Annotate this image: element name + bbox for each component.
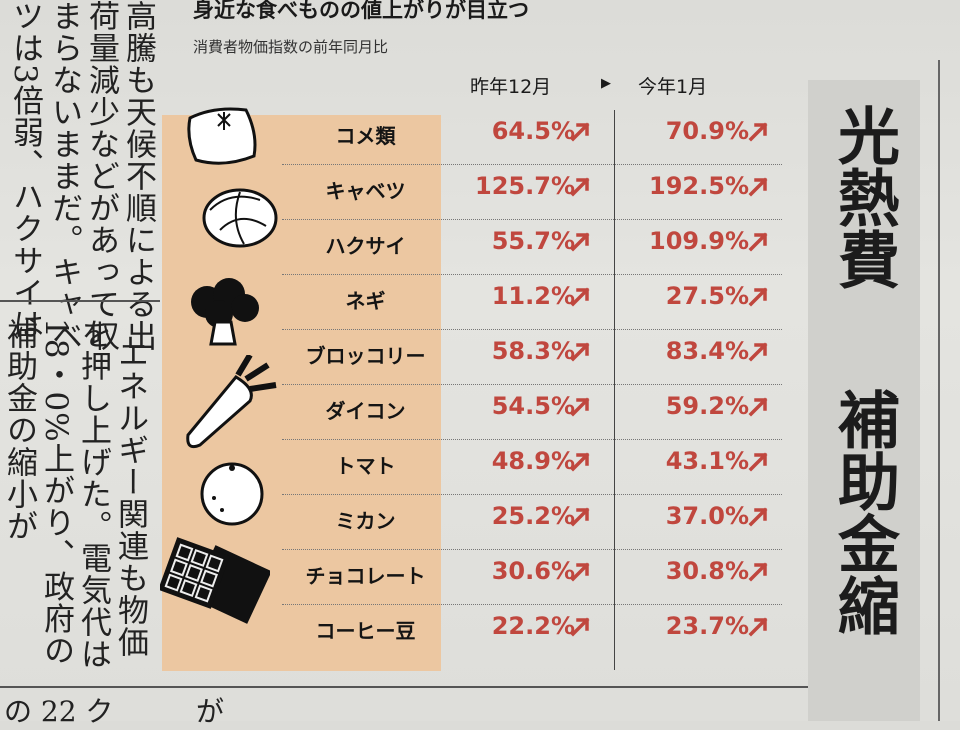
up-arrow-icon xyxy=(570,615,592,637)
table-row: キャベツ 125.7% 192.5% xyxy=(282,165,782,220)
table-row: トマト 48.9% 43.1% xyxy=(282,440,782,495)
table-row: チョコレート 30.6% 30.8% xyxy=(282,550,782,605)
up-arrow-icon xyxy=(748,285,770,307)
chart-title: 身近な食べものの値上がりが目立つ xyxy=(193,0,529,22)
cabbage-icon xyxy=(202,188,278,248)
value-dec: 48.9% xyxy=(491,447,575,475)
article-line: 18・0%上がり、政府の xyxy=(38,318,74,667)
article-line: ツは3倍弱、ハクサイは xyxy=(7,0,43,341)
value-dec: 55.7% xyxy=(491,227,575,255)
column-divider xyxy=(938,60,940,721)
table-row: ブロッコリー 58.3% 83.4% xyxy=(282,330,782,385)
up-arrow-icon xyxy=(748,230,770,252)
up-arrow-icon xyxy=(570,505,592,527)
headline-block: 光熱費 xyxy=(808,80,920,721)
bottom-divider xyxy=(0,686,808,688)
row-divider xyxy=(282,329,782,330)
row-divider xyxy=(282,494,782,495)
value-dec: 25.2% xyxy=(491,502,575,530)
up-arrow-icon xyxy=(748,120,770,142)
headline-block-lower: 補助金縮 xyxy=(808,380,920,721)
item-label: ハクサイ xyxy=(325,234,406,258)
up-arrow-icon xyxy=(570,395,592,417)
up-arrow-icon xyxy=(748,175,770,197)
value-dec: 30.6% xyxy=(491,557,575,585)
table-row: コーヒー豆 22.2% 23.7% xyxy=(282,605,782,660)
up-arrow-icon xyxy=(570,285,592,307)
row-divider xyxy=(282,604,782,605)
row-divider xyxy=(282,164,782,165)
value-jan: 37.0% xyxy=(665,502,749,530)
value-jan: 27.5% xyxy=(665,282,749,310)
column-divider xyxy=(614,110,615,670)
table-row: ミカン 25.2% 37.0% xyxy=(282,495,782,550)
up-arrow-icon xyxy=(748,560,770,582)
row-divider xyxy=(282,274,782,275)
article-line: 高騰も天候不順による出 xyxy=(120,0,156,352)
value-jan: 59.2% xyxy=(665,392,749,420)
up-arrow-icon xyxy=(570,340,592,362)
period-arrow: ▶ xyxy=(601,76,611,91)
row-divider xyxy=(282,384,782,385)
row-divider xyxy=(282,549,782,550)
item-label: チョコレート xyxy=(305,564,426,588)
up-arrow-icon xyxy=(570,230,592,252)
up-arrow-icon xyxy=(570,120,592,142)
article-line: 補助金の縮小が xyxy=(1,318,37,542)
chocolate-icon xyxy=(160,537,270,624)
value-jan: 70.9% xyxy=(665,117,749,145)
value-jan: 30.8% xyxy=(665,557,749,585)
bottom-text: の 22 ク xyxy=(4,695,114,728)
item-label: トマト xyxy=(335,454,396,478)
up-arrow-icon xyxy=(748,615,770,637)
item-label: ブロッコリー xyxy=(305,344,426,368)
value-jan: 23.7% xyxy=(665,612,749,640)
item-label: キャベツ xyxy=(325,179,406,203)
column-header-dec: 昨年12月 xyxy=(470,76,552,98)
item-label: コーヒー豆 xyxy=(315,619,416,643)
value-dec: 125.7% xyxy=(475,172,575,200)
item-label: ネギ xyxy=(345,289,386,313)
value-dec: 22.2% xyxy=(491,612,575,640)
column-header-jan: 今年1月 xyxy=(638,76,708,98)
value-dec: 54.5% xyxy=(491,392,575,420)
table-row: コメ類 64.5% 70.9% xyxy=(282,110,782,165)
column-divider xyxy=(0,300,160,302)
table-row: ネギ 11.2% 27.5% xyxy=(282,275,782,330)
bottom-text: が xyxy=(196,695,225,728)
daikon-icon xyxy=(186,355,277,449)
headline-line2: 補助金縮 xyxy=(827,388,900,636)
up-arrow-icon xyxy=(748,395,770,417)
chart-subtitle: 消費者物価指数の前年同月比 xyxy=(193,38,389,56)
tomato-icon xyxy=(200,462,264,526)
up-arrow-icon xyxy=(748,450,770,472)
headline-line1: 光熱費 xyxy=(827,104,900,290)
item-label: ミカン xyxy=(335,509,396,533)
table-row: ダイコン 54.5% 59.2% xyxy=(282,385,782,440)
row-divider xyxy=(282,219,782,220)
broccoli-icon xyxy=(191,278,259,346)
article-line: まらないままだ。キャベ xyxy=(46,0,82,352)
rice-bag-icon xyxy=(187,107,257,165)
item-label: ダイコン xyxy=(325,399,406,423)
value-jan: 83.4% xyxy=(665,337,749,365)
value-jan: 109.9% xyxy=(649,227,749,255)
article-line: を押し上げた。電気代は xyxy=(75,318,111,670)
up-arrow-icon xyxy=(570,450,592,472)
value-dec: 11.2% xyxy=(491,282,575,310)
up-arrow-icon xyxy=(570,175,592,197)
value-dec: 64.5% xyxy=(491,117,575,145)
article-line: 荷量減少などがあって収 xyxy=(83,0,119,352)
up-arrow-icon xyxy=(748,505,770,527)
up-arrow-icon xyxy=(748,340,770,362)
item-label: コメ類 xyxy=(335,124,396,148)
article-line: エネルギー関連も物価 xyxy=(112,338,148,658)
value-jan: 192.5% xyxy=(649,172,749,200)
table-row: ハクサイ 55.7% 109.9% xyxy=(282,220,782,275)
row-divider xyxy=(282,439,782,440)
value-dec: 58.3% xyxy=(491,337,575,365)
value-jan: 43.1% xyxy=(665,447,749,475)
up-arrow-icon xyxy=(570,560,592,582)
